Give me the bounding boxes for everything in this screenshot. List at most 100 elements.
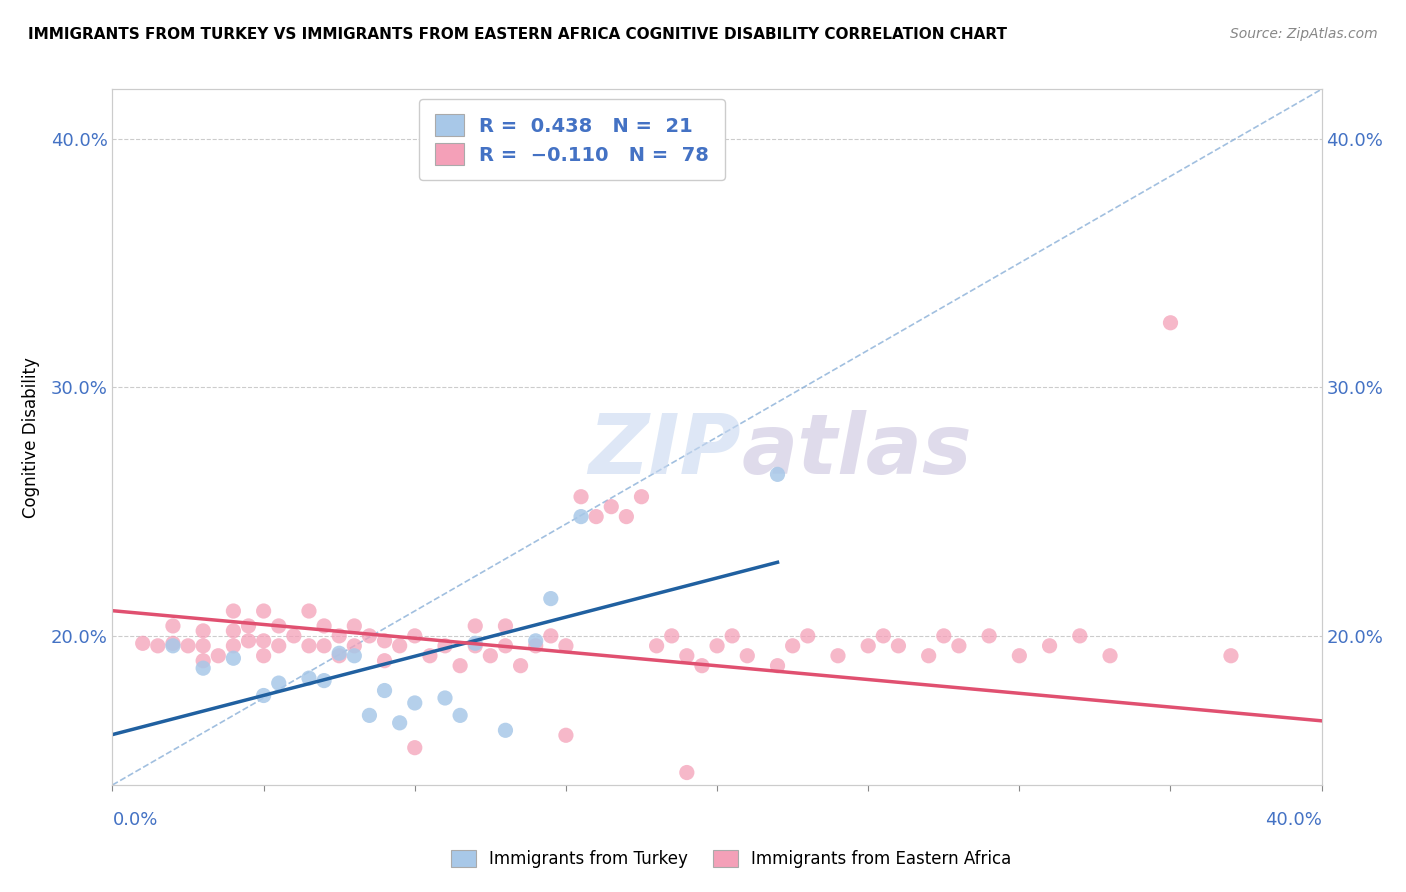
Point	[162, 619, 184, 633]
Point	[464, 636, 486, 650]
Point	[977, 629, 1000, 643]
Point	[796, 629, 818, 643]
Point	[1008, 648, 1031, 663]
Point	[162, 639, 184, 653]
Point	[540, 629, 562, 643]
Point	[737, 648, 759, 663]
Point	[721, 629, 744, 643]
Point	[524, 639, 547, 653]
Point	[374, 683, 396, 698]
Point	[932, 629, 955, 643]
Point	[464, 619, 486, 633]
Point	[343, 648, 366, 663]
Text: Source: ZipAtlas.com: Source: ZipAtlas.com	[1230, 27, 1378, 41]
Point	[645, 639, 668, 653]
Point	[782, 639, 804, 653]
Point	[887, 639, 910, 653]
Point	[146, 639, 169, 653]
Point	[298, 639, 321, 653]
Point	[238, 619, 260, 633]
Point	[267, 676, 290, 690]
Point	[191, 639, 214, 653]
Point	[298, 604, 321, 618]
Point	[524, 633, 547, 648]
Point	[630, 490, 652, 504]
Point	[404, 696, 426, 710]
Point	[374, 654, 396, 668]
Point	[162, 636, 184, 650]
Point	[298, 671, 321, 685]
Point	[827, 648, 849, 663]
Point	[948, 639, 970, 653]
Point	[433, 639, 456, 653]
Point	[495, 723, 517, 738]
Point	[328, 646, 350, 660]
Point	[404, 740, 426, 755]
Point	[690, 658, 713, 673]
Point	[267, 639, 290, 653]
Point	[585, 509, 607, 524]
Point	[359, 708, 381, 723]
Point	[253, 604, 276, 618]
Point	[433, 691, 456, 706]
Point	[388, 639, 411, 653]
Point	[314, 673, 336, 688]
Y-axis label: Cognitive Disability: Cognitive Disability	[21, 357, 39, 517]
Point	[569, 490, 592, 504]
Point	[1220, 648, 1243, 663]
Point	[191, 624, 214, 638]
Text: 40.0%: 40.0%	[1265, 811, 1322, 829]
Point	[1038, 639, 1062, 653]
Point	[374, 633, 396, 648]
Point	[569, 509, 592, 524]
Point	[540, 591, 562, 606]
Point	[253, 633, 276, 648]
Point	[253, 648, 276, 663]
Point	[267, 619, 290, 633]
Point	[554, 728, 576, 742]
Point	[600, 500, 623, 514]
Point	[766, 467, 789, 482]
Point	[177, 639, 200, 653]
Point	[238, 633, 260, 648]
Point	[616, 509, 638, 524]
Point	[132, 636, 155, 650]
Point	[253, 689, 276, 703]
Point	[359, 629, 381, 643]
Point	[918, 648, 941, 663]
Point	[1159, 316, 1181, 330]
Point	[872, 629, 894, 643]
Point	[554, 639, 576, 653]
Point	[675, 765, 697, 780]
Point	[222, 604, 245, 618]
Point	[328, 648, 350, 663]
Point	[343, 639, 366, 653]
Point	[449, 658, 471, 673]
Point	[1069, 629, 1091, 643]
Point	[1098, 648, 1121, 663]
Point	[675, 648, 697, 663]
Point	[328, 629, 350, 643]
Point	[222, 651, 245, 665]
Point	[343, 619, 366, 633]
Text: atlas: atlas	[741, 410, 972, 491]
Point	[661, 629, 683, 643]
Point	[207, 648, 229, 663]
Point	[191, 654, 214, 668]
Point	[388, 715, 411, 730]
Point	[222, 624, 245, 638]
Text: ZIP: ZIP	[589, 410, 741, 491]
Point	[495, 639, 517, 653]
Point	[856, 639, 880, 653]
Point	[222, 639, 245, 653]
Point	[191, 661, 214, 675]
Text: 0.0%: 0.0%	[112, 811, 157, 829]
Point	[706, 639, 728, 653]
Point	[314, 639, 336, 653]
Legend: R =  0.438   N =  21, R =  −0.110   N =  78: R = 0.438 N = 21, R = −0.110 N = 78	[419, 99, 725, 180]
Legend: Immigrants from Turkey, Immigrants from Eastern Africa: Immigrants from Turkey, Immigrants from …	[444, 843, 1018, 875]
Point	[509, 658, 531, 673]
Point	[495, 619, 517, 633]
Text: IMMIGRANTS FROM TURKEY VS IMMIGRANTS FROM EASTERN AFRICA COGNITIVE DISABILITY CO: IMMIGRANTS FROM TURKEY VS IMMIGRANTS FRO…	[28, 27, 1007, 42]
Point	[464, 639, 486, 653]
